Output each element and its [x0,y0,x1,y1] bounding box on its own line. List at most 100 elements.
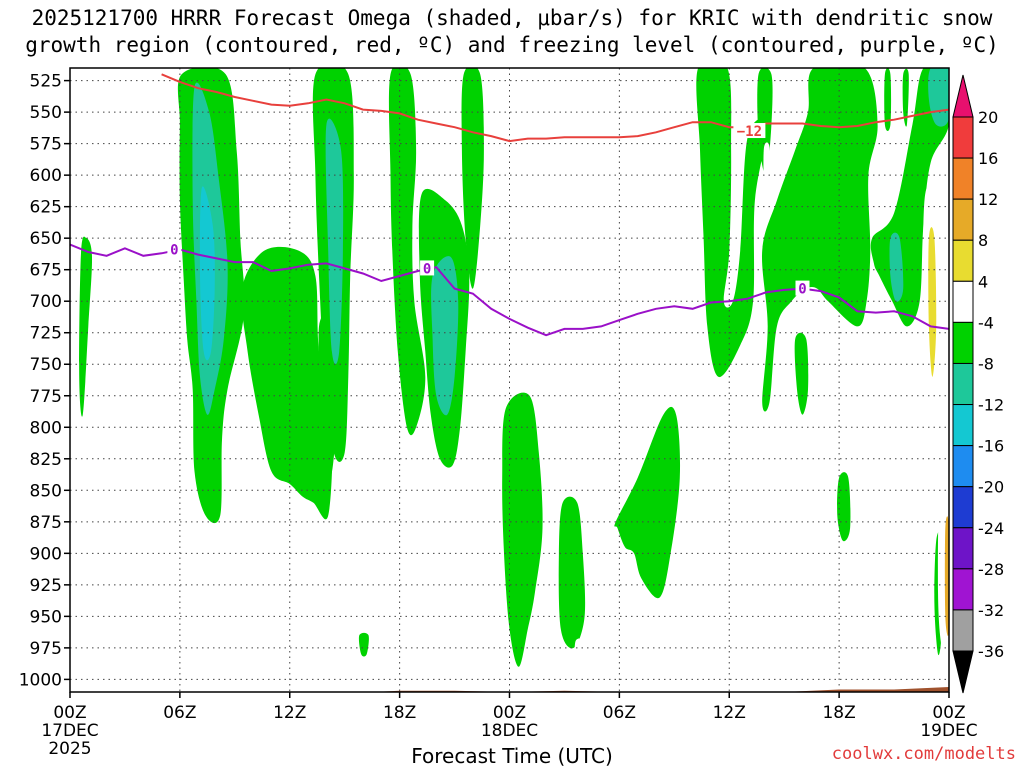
omega-region-down-13 [410,508,419,643]
y-tick-label-975: 975 [30,639,62,659]
omega-region-down-3 [552,68,560,97]
omega-region-up-16 [884,68,892,131]
freezing-level-label: 0 [423,261,431,277]
dgz-contour-line [161,73,949,143]
omega-region-down-1 [432,70,443,110]
omega-region-up-9 [502,392,543,667]
colorbar-label: -4 [978,313,994,332]
x-tick-label: 00Z [493,703,526,723]
omega-region-up-18 [837,472,851,542]
colorbar-box [952,362,974,406]
colorbar-top-arrow [952,74,974,118]
colorbar-box [952,198,974,241]
site-credit: coolwx.com/modelts [831,744,1016,764]
colorbar-label: 16 [978,149,998,168]
omega-region-up-7b [431,256,459,416]
colorbar-label: 8 [978,231,988,250]
colorbar-box [952,404,974,447]
y-axis-ticks: 525 550 575 600 625 650 675 700 725 750 775 800 825 8… [19,72,70,690]
x-tick-label: 00Z [53,703,86,723]
x-tick-date: 17DEC [41,721,98,741]
omega-region-up-6 [388,68,426,436]
contour-lines: −12 0 0 0 [70,73,949,337]
omega-region-down-7b [928,227,937,377]
x-tick-label: 18Z [822,703,855,723]
colorbar-label: -16 [978,437,1004,456]
dgz-label-bg [733,123,766,139]
y-tick-label-775: 775 [30,387,62,407]
colorbar-label: -20 [978,478,1004,497]
omega-region-down-12 [179,606,187,639]
x-tick-label: 12Z [713,703,746,723]
colorbar-box [952,486,974,529]
omega-region-up-19 [358,632,369,657]
omega-region-up-3 [241,246,333,520]
x-axis-label: Forecast Time (UTC) [411,744,613,768]
colorbar-label: 20 [978,108,998,127]
omega-region-down-8 [897,442,924,581]
colorbar-box [952,116,974,159]
y-tick-label-600: 600 [30,166,62,186]
omega-region-down-15 [574,638,584,670]
colorbar-bottom-arrow [952,650,974,694]
freezing-label-bg [420,260,435,276]
y-tick-label-1000: 1000 [19,670,62,690]
x-tick-label: 18Z [383,703,416,723]
y-tick-label-800: 800 [30,418,62,438]
x-tick-date: 18DEC [481,721,538,741]
colorbar-label: -28 [978,560,1004,579]
freezing-level-label: 0 [798,282,806,298]
omega-region-up-14 [761,68,878,412]
colorbar-label: -24 [978,519,1004,538]
x-tick-label: 12Z [273,703,306,723]
y-tick-label-550: 550 [30,103,62,123]
y-tick-label-700: 700 [30,292,62,312]
omega-region-up-11 [614,406,681,599]
omega-region-up-8 [461,68,484,289]
x-tick-label: 06Z [603,703,636,723]
omega-region-down-11 [254,593,289,665]
colorbar-box [952,321,974,364]
omega-shading [79,68,949,675]
freezing-level-label: 0 [170,243,178,259]
omega-region-up-14b [794,332,809,415]
y-tick-label-575: 575 [30,135,62,155]
omega-region-down-9b [944,516,949,636]
y-tick-label-675: 675 [30,261,62,281]
omega-region-down-2 [516,71,525,96]
chart-title-line-1: 2025121700 HRRR Forecast Omega (shaded, … [31,6,993,30]
colorbar-label: -36 [978,642,1004,661]
dgz-contour-label: −12 [737,124,762,140]
grid-lines [70,68,949,692]
omega-region-down-6 [763,142,770,193]
colorbar-box [952,445,974,488]
colorbar-label: -12 [978,396,1004,415]
colorbar: 20 16 12 8 4 -4 -8 -12 -16 -20 -24 -28 -32 -36 [952,74,1004,694]
freezing-label-bg [795,280,810,296]
x-tick-label: 06Z [163,703,196,723]
y-tick-label-950: 950 [30,607,62,627]
colorbar-box [952,157,974,200]
omega-region-up-12 [696,68,768,377]
chart-title-line-2: growth region (contoured, red, ºC) and f… [25,33,999,57]
y-tick-label-625: 625 [30,198,62,218]
y-tick-label-850: 850 [30,481,62,501]
y-tick-label-925: 925 [30,576,62,596]
omega-region-up-1 [79,236,93,417]
y-tick-label-900: 900 [30,544,62,564]
colorbar-box [952,239,974,282]
omega-region-down-14 [456,546,466,618]
omega-region-up-10 [558,496,586,649]
y-tick-label-750: 750 [30,355,62,375]
colorbar-box [952,568,974,611]
omega-region-down-16 [844,599,851,640]
y-tick-label-725: 725 [30,324,62,344]
colorbar-box [952,609,974,652]
colorbar-label: 4 [978,272,988,291]
x-tick-label: 00Z [932,703,965,723]
y-tick-label-650: 650 [30,229,62,249]
y-tick-label-525: 525 [30,72,62,92]
omega-region-down-4 [560,150,567,173]
